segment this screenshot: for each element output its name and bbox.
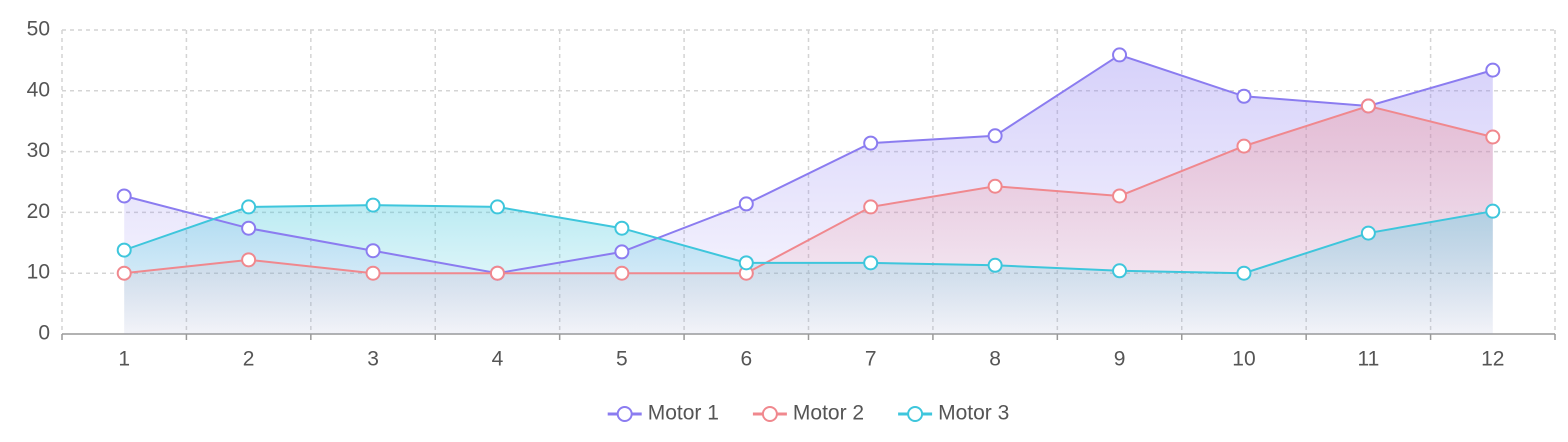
y-tick-label: 50 — [27, 18, 50, 41]
y-tick-label: 0 — [38, 322, 50, 345]
point — [1236, 88, 1252, 104]
point — [365, 265, 381, 281]
x-tick-label: 9 — [1114, 348, 1126, 371]
point — [614, 220, 630, 236]
point — [116, 188, 132, 204]
point — [1112, 188, 1128, 204]
x-tick-label: 5 — [616, 348, 628, 371]
point — [987, 178, 1003, 194]
point — [241, 199, 257, 215]
x-tick-label: 10 — [1232, 348, 1255, 371]
point — [1485, 129, 1501, 145]
point — [116, 265, 132, 281]
point — [614, 244, 630, 260]
point — [738, 196, 754, 212]
points — [116, 47, 1501, 281]
legend-label: Motor 3 — [938, 402, 1009, 425]
line — [123, 53, 1494, 275]
line — [124, 104, 1494, 275]
x-tick-label: 2 — [243, 348, 255, 371]
point — [1360, 225, 1376, 241]
legend-marker — [907, 406, 924, 422]
point — [987, 257, 1003, 273]
point — [241, 252, 257, 268]
legend-label: Motor 1 — [648, 402, 719, 425]
point — [116, 242, 132, 258]
x-tick-label: 1 — [118, 348, 130, 371]
point — [1236, 138, 1252, 154]
x-tick-label: 8 — [989, 348, 1001, 371]
point — [365, 243, 381, 259]
line — [123, 204, 1493, 275]
point — [241, 220, 257, 236]
y-tick-label: 20 — [27, 200, 50, 223]
point — [863, 199, 879, 215]
point — [365, 197, 381, 213]
legend-marker — [761, 406, 778, 422]
x-tick-label: 3 — [367, 348, 379, 371]
point — [1485, 203, 1501, 219]
lines — [123, 53, 1494, 275]
legend-label: Motor 2 — [793, 402, 864, 425]
x-tick-label: 11 — [1357, 348, 1379, 371]
x-tick-label: 6 — [740, 348, 752, 371]
y-tick-label: 10 — [27, 261, 50, 284]
x-tick-label: 12 — [1481, 348, 1504, 371]
point — [987, 128, 1003, 144]
point — [489, 199, 505, 215]
point — [863, 135, 879, 151]
y-tick-label: 40 — [27, 78, 50, 101]
point — [738, 255, 754, 271]
point — [1485, 62, 1501, 78]
point — [863, 255, 879, 271]
area — [124, 205, 1493, 334]
point — [1360, 98, 1376, 114]
x-tick-label: 7 — [865, 348, 877, 371]
legend: Motor 1 Motor 2 Motor 3 — [607, 402, 1009, 425]
point — [1112, 47, 1128, 63]
point — [489, 265, 505, 281]
point — [1236, 265, 1252, 281]
areas — [124, 54, 1493, 334]
point — [1112, 263, 1128, 279]
point — [614, 265, 630, 281]
y-tick-label: 30 — [27, 139, 50, 162]
legend-marker — [616, 406, 633, 422]
x-tick-label: 4 — [492, 348, 504, 371]
